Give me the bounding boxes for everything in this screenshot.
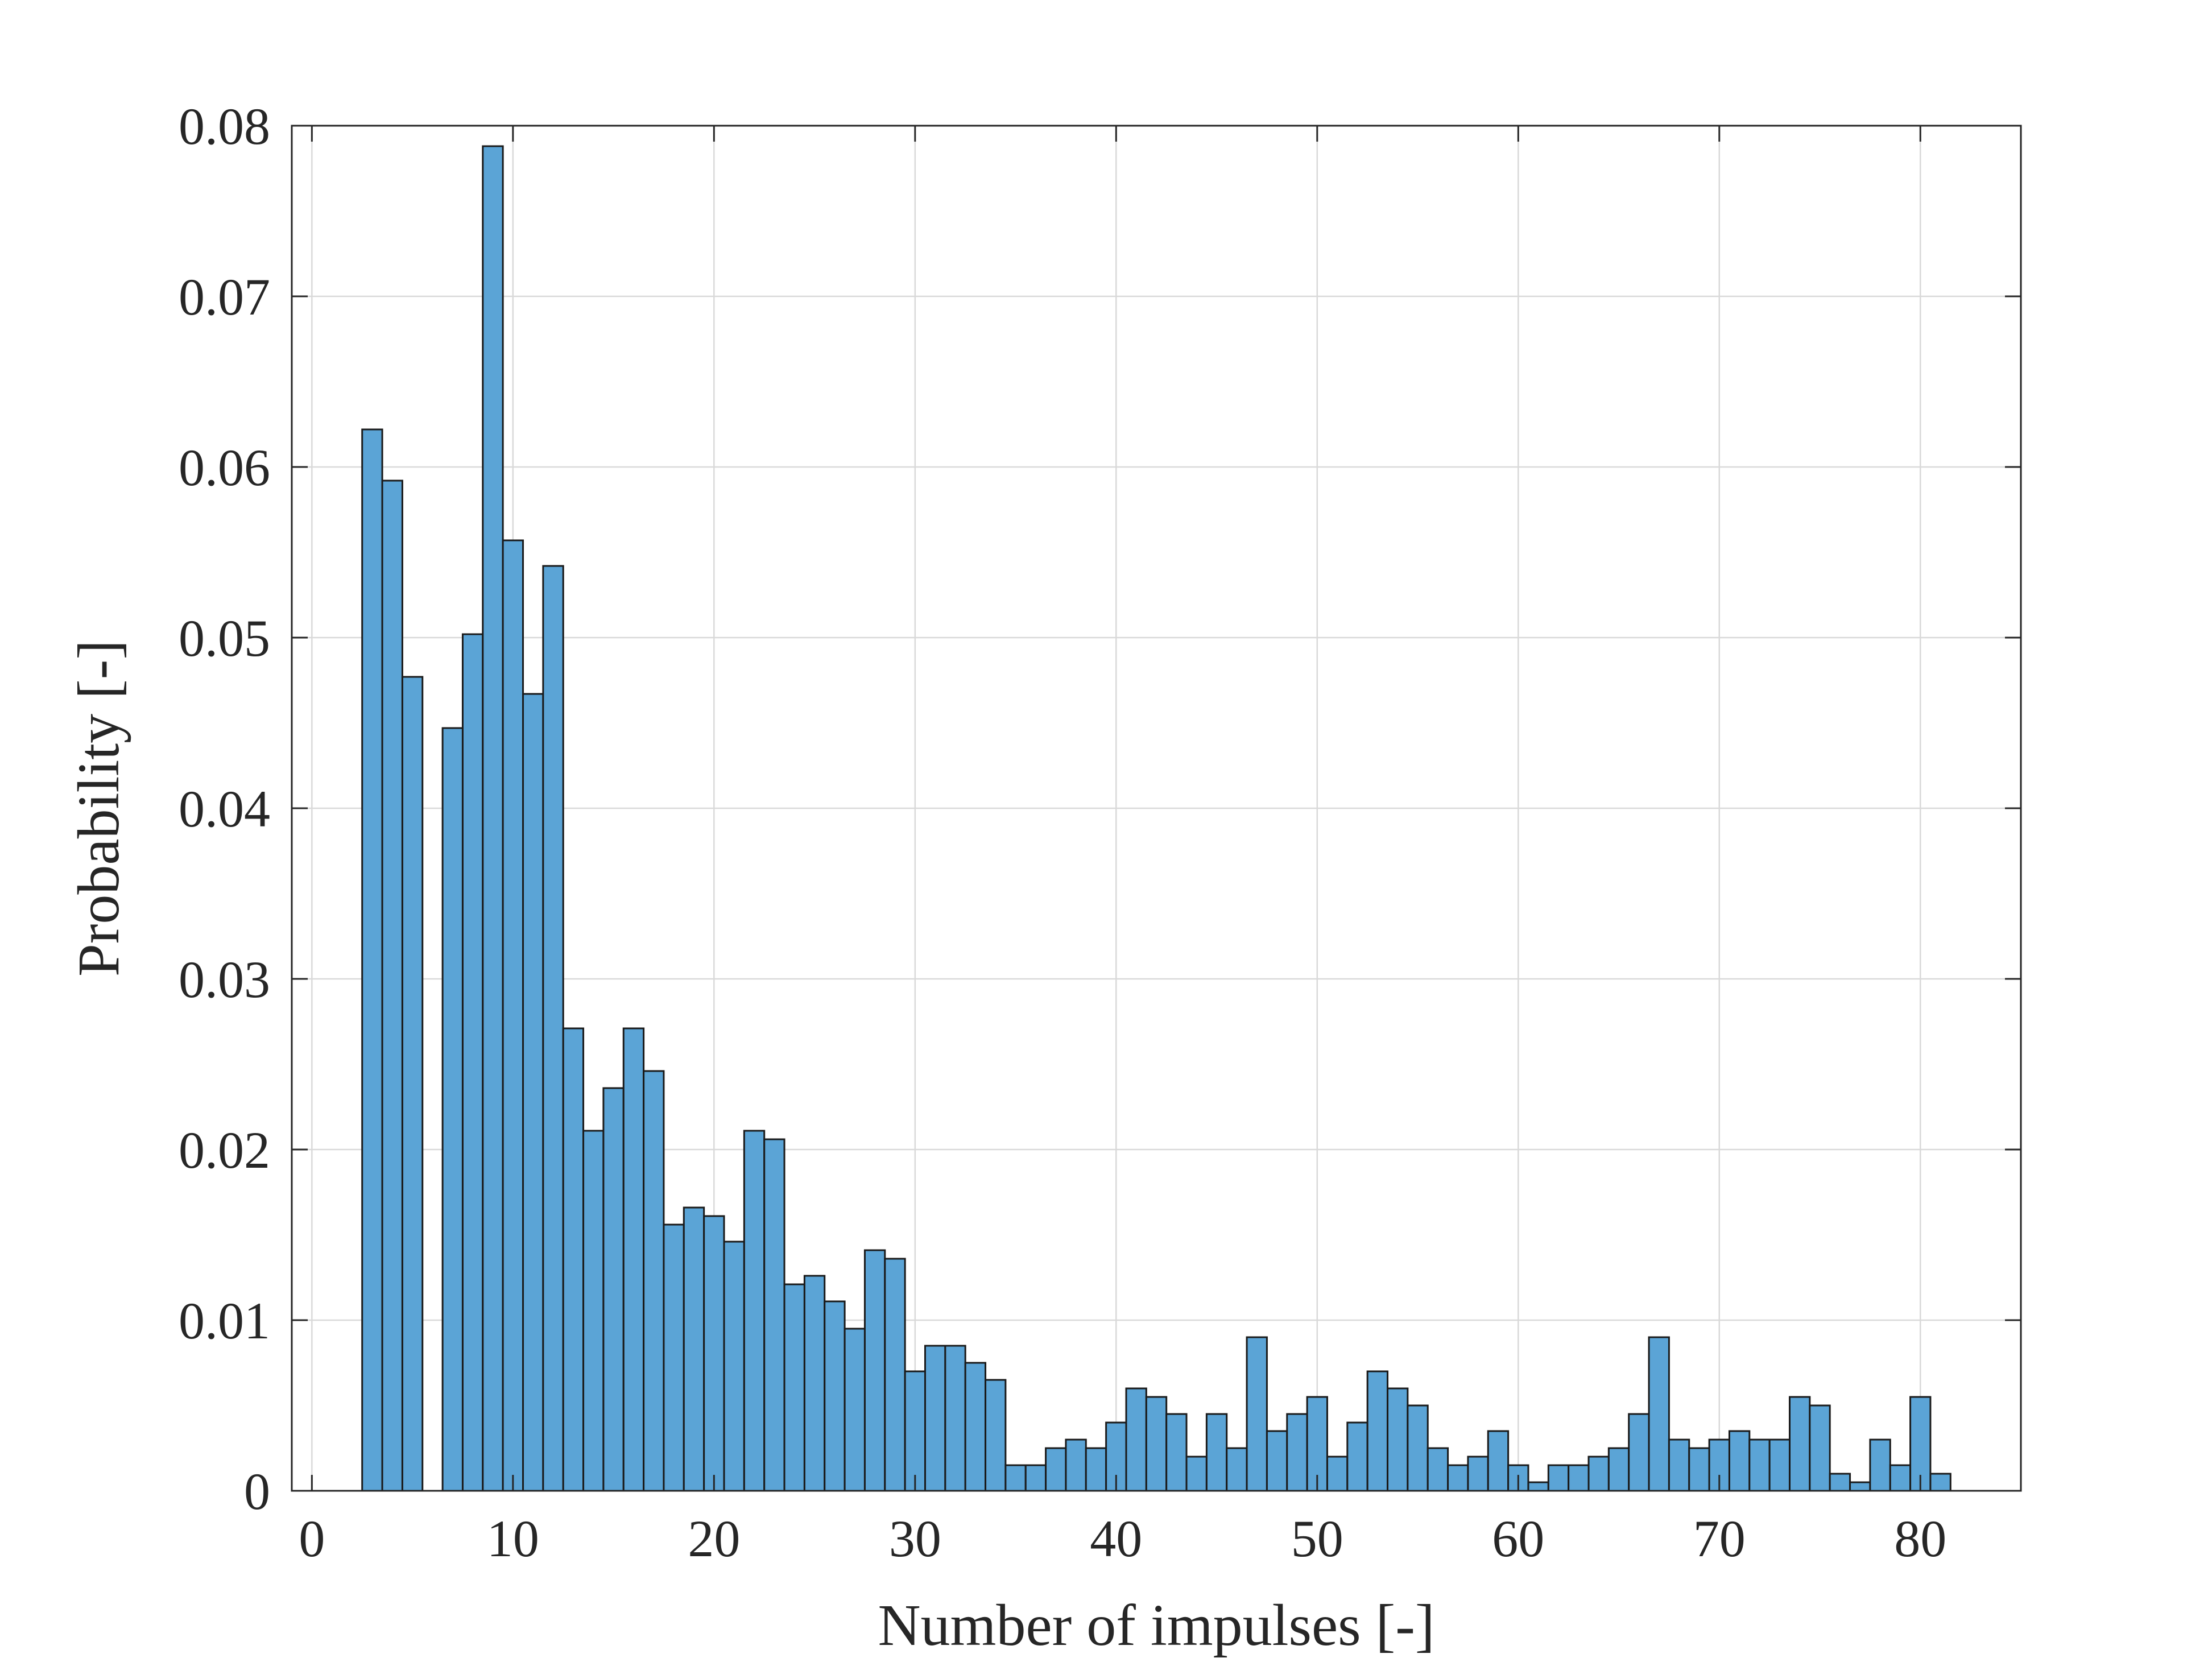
y-tick-labels: 0 0.01 0.02 0.03 0.04 0.05 0.06 0.07 0.08: [179, 97, 270, 1520]
x-tick-label: 0: [299, 1510, 325, 1568]
histogram-bar: [1527, 1481, 1549, 1492]
histogram-bar: [703, 1215, 725, 1492]
histogram-bar: [622, 1027, 645, 1492]
x-tick-label: 50: [1291, 1510, 1343, 1568]
histogram-bar: [542, 565, 564, 1492]
histogram-bar: [723, 1241, 745, 1492]
histogram-bar: [361, 428, 383, 1492]
histogram-bar: [985, 1379, 1007, 1492]
histogram-bar: [441, 727, 464, 1492]
histogram-bar: [1145, 1396, 1168, 1492]
histogram-bar: [1628, 1413, 1650, 1492]
histogram-bar: [1748, 1438, 1771, 1492]
histogram-bar: [1427, 1447, 1449, 1492]
y-tick-label: 0.01: [179, 1292, 270, 1350]
histogram-bar: [1607, 1447, 1630, 1492]
histogram-bar: [1688, 1447, 1710, 1492]
histogram-bar: [763, 1138, 785, 1492]
histogram-bar: [1125, 1387, 1147, 1492]
histogram-bar: [924, 1345, 946, 1492]
histogram-bar: [944, 1345, 966, 1492]
ticks: [292, 125, 2021, 1492]
histogram-bar: [1407, 1404, 1429, 1492]
histogram-bar: [1809, 1404, 1831, 1492]
histogram-bar: [663, 1223, 685, 1492]
bars: [361, 145, 1951, 1492]
y-tick-label: 0.03: [179, 950, 270, 1008]
histogram-bar: [1246, 1336, 1268, 1492]
histogram-bar: [1587, 1456, 1610, 1492]
histogram-bar: [1788, 1396, 1811, 1492]
histogram-bar: [743, 1130, 766, 1492]
histogram-bar: [522, 693, 544, 1492]
y-tick-label: 0.07: [179, 268, 270, 326]
histogram-bar: [401, 676, 424, 1492]
histogram-bar: [1447, 1464, 1469, 1492]
histogram-bar: [783, 1283, 805, 1492]
histogram-bar: [964, 1362, 987, 1492]
histogram-bar: [1768, 1438, 1791, 1492]
histogram-bar: [1829, 1473, 1851, 1492]
histogram-bar: [1226, 1447, 1248, 1492]
histogram-bar: [1185, 1456, 1208, 1492]
x-tick-label: 30: [889, 1510, 941, 1568]
histogram-bar: [683, 1206, 705, 1492]
histogram-bar: [1568, 1464, 1590, 1492]
histogram-bar: [562, 1027, 585, 1492]
histogram-bar: [1467, 1456, 1489, 1492]
y-tick-label: 0.04: [179, 780, 270, 838]
histogram-bar: [1648, 1336, 1670, 1492]
histogram-bar: [1869, 1438, 1891, 1492]
histogram-bar: [1326, 1456, 1349, 1492]
y-tick-label: 0.08: [179, 97, 270, 155]
y-tick-label: 0: [244, 1462, 270, 1520]
histogram-bar: [461, 633, 484, 1492]
histogram-bar: [1487, 1430, 1510, 1492]
histogram-bar: [1849, 1481, 1871, 1492]
histogram-bar: [1045, 1447, 1067, 1492]
histogram-bar: [1165, 1413, 1188, 1492]
histogram-bar: [1547, 1464, 1570, 1492]
y-tick-label: 0.02: [179, 1121, 270, 1179]
x-tick-label: 70: [1693, 1510, 1746, 1568]
histogram-bar: [824, 1300, 846, 1492]
histogram-bar: [1286, 1413, 1308, 1492]
x-tick-labels: 0 10 20 30 40 50 60 70 80: [299, 1510, 1946, 1568]
histogram-bar: [1889, 1464, 1912, 1492]
histogram-bar: [1346, 1421, 1368, 1492]
histogram-bar: [1024, 1464, 1047, 1492]
histogram-bar: [904, 1370, 926, 1492]
histogram-bar: [643, 1070, 665, 1492]
x-tick-label: 20: [688, 1510, 740, 1568]
histogram-bar: [1929, 1473, 1951, 1492]
histogram-bar: [482, 145, 504, 1492]
x-axis-label: Number of impulses [-]: [878, 1593, 1434, 1658]
y-axis-label: Probability [-]: [66, 640, 131, 977]
histogram-bar: [1085, 1447, 1107, 1492]
histogram-bar: [803, 1275, 826, 1492]
histogram-bar: [1065, 1438, 1087, 1492]
histogram-bar: [1387, 1387, 1409, 1492]
y-tick-label: 0.06: [179, 439, 270, 497]
histogram-bar: [1004, 1464, 1027, 1492]
histogram-bar: [1366, 1370, 1389, 1492]
x-tick-label: 40: [1090, 1510, 1142, 1568]
histogram-bar: [1266, 1430, 1288, 1492]
x-tick-label: 60: [1492, 1510, 1544, 1568]
histogram-bar: [381, 479, 403, 1492]
y-tick-label: 0.05: [179, 609, 270, 667]
histogram-bar: [582, 1130, 605, 1492]
histogram-bar: [1728, 1430, 1751, 1492]
histogram-bar: [1668, 1438, 1690, 1492]
histogram-bar: [863, 1249, 886, 1492]
x-tick-label: 10: [487, 1510, 539, 1568]
histogram-bar: [1205, 1413, 1228, 1492]
histogram-bar: [602, 1087, 625, 1492]
histogram-bar: [884, 1258, 906, 1492]
histogram-bar: [844, 1328, 866, 1492]
histogram-bar: [502, 539, 524, 1492]
x-tick-label: 80: [1894, 1510, 1946, 1568]
